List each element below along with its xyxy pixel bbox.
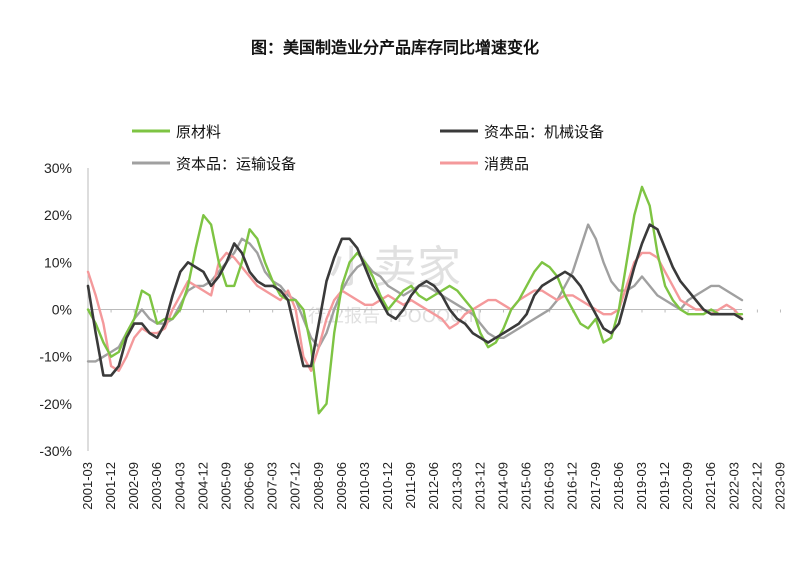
x-tick-label: 2014-09 [495, 462, 510, 510]
watermark: 小卖家 行业报告 TPOOOC.N [308, 242, 482, 327]
y-tick-label: 10% [44, 254, 72, 270]
x-tick-label: 2023-09 [772, 462, 787, 510]
x-tick-label: 2022-03 [726, 462, 741, 510]
legend-label-2: 资本品：运输设备 [176, 155, 296, 173]
x-tick-label: 2006-06 [242, 462, 257, 510]
x-tick-label: 2020-09 [680, 462, 695, 510]
series-line-1 [86, 223, 744, 377]
x-tick-label: 2007-12 [288, 462, 303, 510]
chart-title: 图：美国制造业分产品库存同比增速变化 [250, 38, 539, 57]
y-tick-label: -30% [39, 443, 72, 459]
y-tick-label: 20% [44, 207, 72, 223]
y-tick-label: 30% [44, 160, 72, 176]
x-tick-label: 2016-12 [565, 462, 580, 510]
y-tick-label: 0% [52, 302, 72, 318]
x-tick-label: 2012-06 [426, 462, 441, 510]
legend-label-3: 消费品 [484, 155, 529, 173]
x-tick-label: 2013-03 [449, 462, 464, 510]
x-tick-label: 2010-12 [380, 462, 395, 510]
x-tick-label: 2022-12 [749, 462, 764, 510]
axes: 30% 20% 10% 0% -10% -20% -30% 2001-03 2001-12 200… [39, 160, 787, 510]
x-tick-label: 2001-12 [103, 462, 118, 510]
x-tick-label: 2008-09 [311, 462, 326, 510]
x-tick-label: 2019-03 [634, 462, 649, 510]
x-tick-label: 2010-03 [357, 462, 372, 510]
series-lines [86, 185, 744, 415]
x-tick-label: 2015-06 [519, 462, 534, 510]
y-tick-label: -10% [39, 349, 72, 365]
x-tick-label: 2017-09 [588, 462, 603, 510]
y-tick-label: -20% [39, 396, 72, 412]
x-tick-label: 2001-03 [80, 462, 95, 510]
x-tick-label: 2004-12 [195, 462, 210, 510]
x-tick-label: 2011-09 [403, 462, 418, 509]
x-tick-label: 2007-03 [265, 462, 280, 510]
x-tick-label: 2002-09 [126, 462, 141, 510]
x-tick-label: 2005-09 [218, 462, 233, 510]
x-tick-label: 2016-03 [542, 462, 557, 510]
x-tick-label: 2009-06 [334, 462, 349, 510]
x-tick-label: 2021-06 [703, 462, 718, 510]
legend-label-0: 原材料 [176, 123, 221, 141]
series-line-3 [86, 251, 744, 372]
x-tick-label: 2013-12 [472, 462, 487, 510]
x-tick-label: 2004-03 [172, 462, 187, 510]
x-tick-label: 2019-12 [657, 462, 672, 510]
x-tick-label: 2003-06 [149, 462, 164, 510]
x-tick-label: 2018-06 [611, 462, 626, 510]
watermark-sub: 行业报告 TPOOOC.N [308, 306, 482, 327]
legend-label-1: 资本品：机械设备 [484, 123, 604, 141]
watermark-main: 小卖家 [329, 242, 461, 293]
series-line-0 [86, 185, 744, 415]
